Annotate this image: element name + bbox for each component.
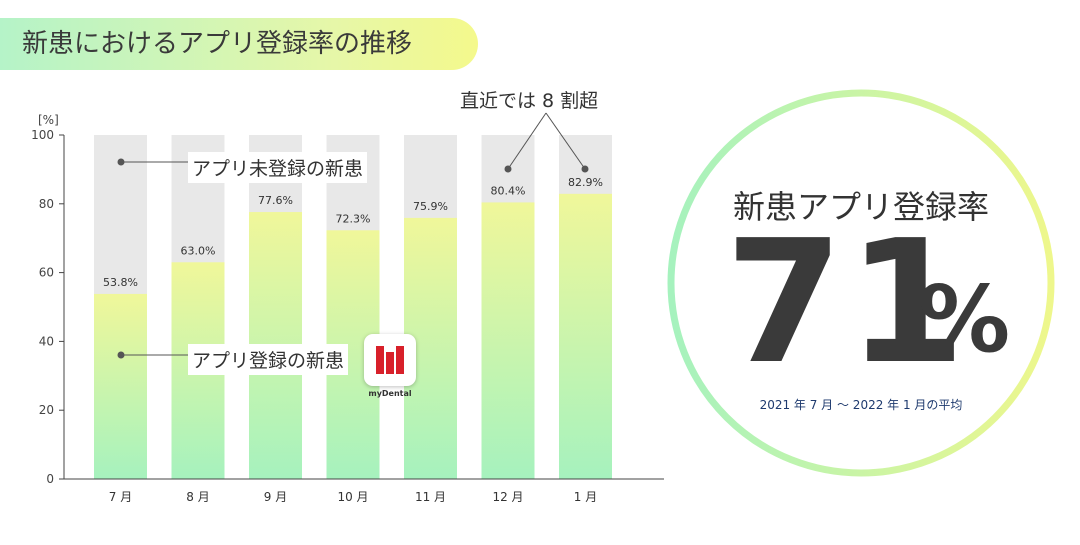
bar-value-label: 72.3% bbox=[336, 212, 371, 225]
callout-dot bbox=[504, 165, 512, 173]
x-tick-label: 7 月 bbox=[109, 490, 132, 504]
legend-label-unregistered: アプリ未登録の新患 bbox=[188, 152, 368, 183]
callout-line bbox=[507, 112, 547, 170]
bar-registered bbox=[481, 202, 535, 479]
y-axis-unit: [%] bbox=[38, 113, 59, 127]
bar-value-label: 80.4% bbox=[491, 184, 526, 197]
summary-ring bbox=[667, 89, 1055, 477]
legend-label-registered: アプリ登録の新患 bbox=[188, 344, 349, 375]
summary-unit: % bbox=[918, 266, 1011, 373]
bar-registered bbox=[559, 193, 612, 479]
callout-dot bbox=[581, 165, 589, 173]
summary-value: 71 bbox=[725, 204, 970, 402]
x-tick-label: 1 月 bbox=[574, 490, 597, 504]
y-tick-label: 80 bbox=[39, 197, 54, 211]
page-title: 新患におけるアプリ登録率の推移 bbox=[22, 29, 413, 59]
mydental-logo bbox=[364, 334, 416, 386]
x-tick-label: 12 月 bbox=[492, 490, 523, 504]
y-tick-label: 0 bbox=[46, 472, 54, 486]
y-tick-label: 100 bbox=[31, 128, 54, 142]
x-tick-label: 8 月 bbox=[186, 490, 209, 504]
y-tick-label: 20 bbox=[39, 403, 54, 417]
legend-pointer-unregistered-dot bbox=[117, 158, 125, 166]
y-tick-label: 60 bbox=[39, 266, 54, 280]
y-tick-label: 40 bbox=[39, 334, 54, 348]
bar-value-label: 63.0% bbox=[181, 244, 216, 257]
x-tick-label: 9 月 bbox=[264, 490, 287, 504]
bar-value-label: 82.9% bbox=[568, 176, 603, 189]
x-tick-label: 11 月 bbox=[415, 490, 446, 504]
bar-value-label: 75.9% bbox=[413, 200, 448, 213]
summary-note: 2021 年 7 月 〜 2022 年 1 月の平均 bbox=[759, 398, 963, 412]
bar-registered bbox=[94, 293, 147, 479]
bar-value-label: 77.6% bbox=[258, 194, 293, 207]
callout-line bbox=[545, 112, 586, 170]
title-banner: 新患におけるアプリ登録率の推移 bbox=[0, 18, 478, 70]
mydental-logo-text: myDental bbox=[368, 389, 412, 398]
summary-title: 新患アプリ登録率 bbox=[732, 188, 989, 226]
x-tick-label: 10 月 bbox=[337, 490, 368, 504]
callout-text: 直近では 8 割超 bbox=[460, 90, 599, 112]
legend-pointer-registered-dot bbox=[117, 351, 125, 359]
bar-value-label: 53.8% bbox=[103, 276, 138, 289]
mydental-app-icon bbox=[376, 346, 404, 374]
